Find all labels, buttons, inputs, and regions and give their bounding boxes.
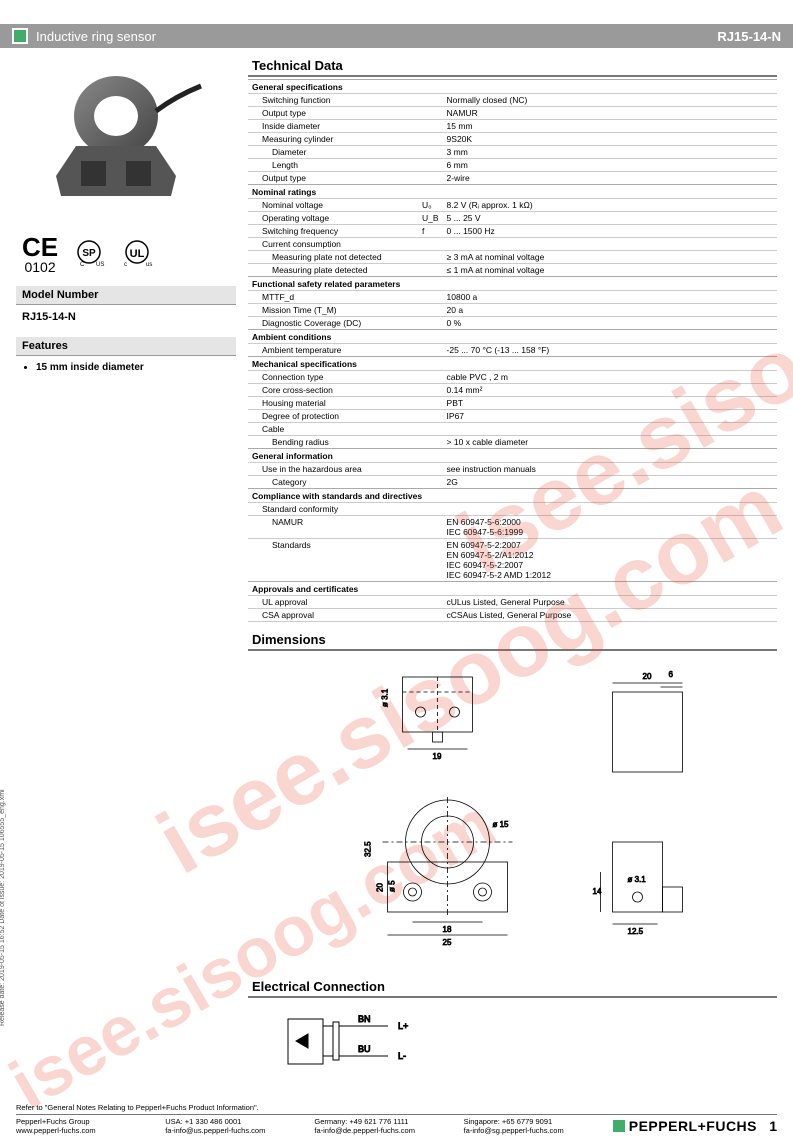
dimensions-heading: Dimensions — [248, 630, 777, 651]
header-icon — [12, 28, 28, 44]
ul-mark: ULc us — [120, 238, 154, 274]
svg-text:us: us — [146, 262, 152, 268]
release-info: Release date: 2019-05-15 16:52 Date of i… — [0, 789, 6, 1026]
doc-title: Inductive ring sensor — [36, 29, 717, 44]
features-list: 15 mm inside diameter — [16, 360, 236, 381]
svg-text:ø 15: ø 15 — [493, 820, 510, 829]
csa-mark: SP C US — [72, 238, 106, 274]
left-column: CE 0102 SP C US ULc us Model Number RJ15-14… — [16, 56, 236, 1084]
footer-col: Singapore: +65 6779 9091fa-info@sg.peppe… — [464, 1117, 613, 1137]
svg-text:19: 19 — [433, 752, 442, 761]
product-image — [16, 56, 216, 226]
feature-item: 15 mm inside diameter — [36, 362, 230, 373]
brand-logo: PEPPERL+FUCHS — [613, 1118, 757, 1134]
svg-text:18: 18 — [443, 925, 452, 934]
svg-text:20: 20 — [643, 672, 652, 681]
ce-mark: CE 0102 — [22, 234, 58, 274]
svg-text:SP: SP — [82, 248, 96, 259]
footer-note: Refer to "General Notes Relating to Pepp… — [16, 1103, 777, 1115]
svg-text:UL: UL — [130, 248, 145, 260]
footer-col: Germany: +49 621 776 1111fa-info@de.pepp… — [314, 1117, 463, 1137]
model-number: RJ15-14-N — [16, 309, 236, 331]
footer: Refer to "General Notes Relating to Pepp… — [16, 1103, 777, 1137]
model-heading: Model Number — [16, 286, 236, 305]
footer-col: Pepperl+Fuchs Groupwww.pepperl-fuchs.com — [16, 1117, 165, 1137]
svg-text:L-: L- — [398, 1051, 406, 1061]
svg-text:14: 14 — [593, 887, 602, 896]
features-heading: Features — [16, 337, 236, 356]
elec-diagram: BN BU L+ L- — [248, 1004, 777, 1084]
technical-heading: Technical Data — [248, 56, 777, 77]
right-column: Technical Data General specificationsSwi… — [248, 56, 777, 1084]
svg-text:US: US — [96, 262, 104, 268]
technical-table: General specificationsSwitching function… — [248, 79, 777, 622]
header-bar: Inductive ring sensor RJ15-14-N — [0, 24, 793, 48]
cert-icons: CE 0102 SP C US ULc us — [22, 234, 236, 274]
doc-model: RJ15-14-N — [717, 29, 781, 44]
svg-text:6: 6 — [669, 670, 674, 679]
dimensions-diagram: ø 3.1 19 20 6 32.5 20 — [248, 657, 777, 977]
svg-text:ø 3.1: ø 3.1 — [628, 875, 647, 884]
svg-text:c: c — [124, 262, 127, 268]
svg-text:ø 3.1: ø 3.1 — [381, 688, 390, 707]
svg-text:12.5: 12.5 — [628, 927, 644, 936]
svg-text:BN: BN — [358, 1014, 371, 1024]
elec-heading: Electrical Connection — [248, 977, 777, 998]
svg-text:20: 20 — [376, 883, 385, 892]
svg-text:C: C — [80, 262, 85, 268]
svg-text:BU: BU — [358, 1044, 371, 1054]
svg-text:32.5: 32.5 — [364, 841, 373, 857]
svg-text:L+: L+ — [398, 1021, 408, 1031]
svg-text:25: 25 — [443, 938, 452, 947]
page-number: 1 — [757, 1118, 777, 1134]
footer-col: USA: +1 330 486 0001fa-info@us.pepperl-f… — [165, 1117, 314, 1137]
svg-text:ø 5: ø 5 — [388, 880, 397, 892]
